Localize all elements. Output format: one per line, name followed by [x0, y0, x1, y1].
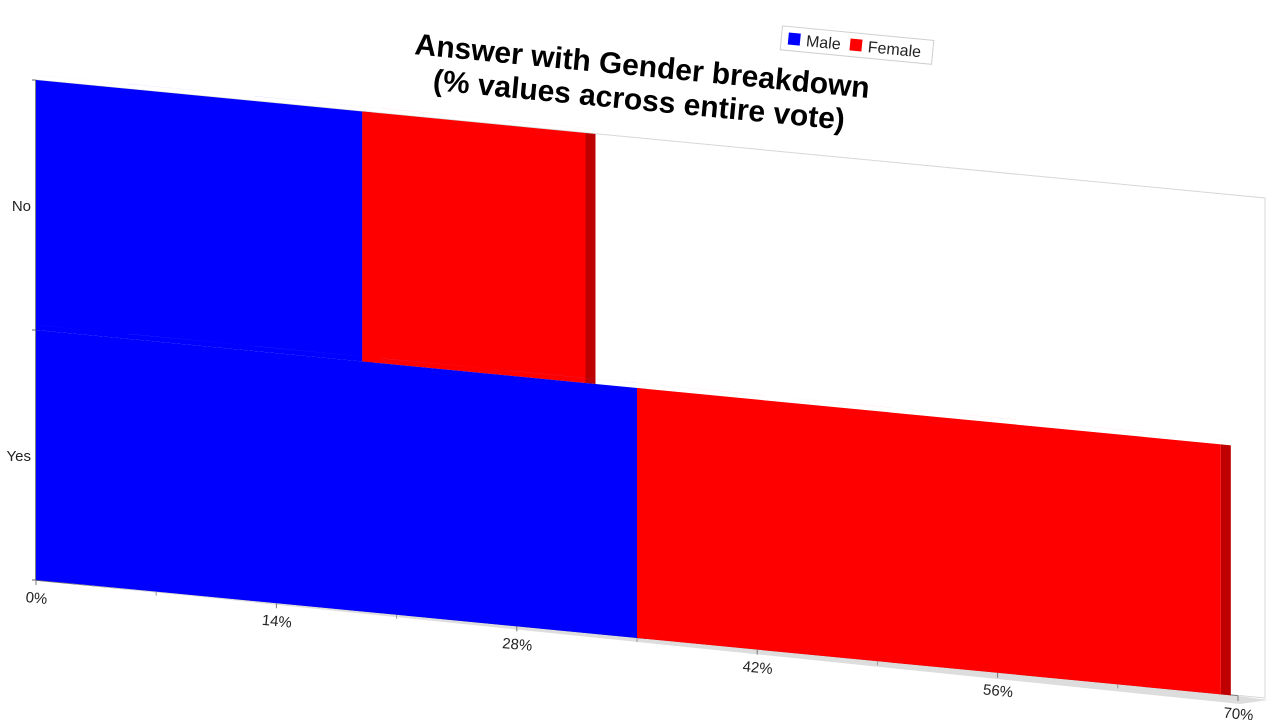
- x-tick-label-70: 70%: [1223, 705, 1255, 720]
- bar-top-yes-female: [637, 383, 1231, 441]
- bar-side-yes-female: [1220, 444, 1231, 696]
- bar-top-no-male: [36, 75, 373, 108]
- x-ticks-layer: 0% 14% 28% 42% 56% 70%: [25, 580, 1254, 720]
- floor-strip: [36, 580, 1268, 704]
- legend: Male Female: [779, 25, 935, 65]
- bars-layer: [36, 75, 1231, 696]
- category-label-yes: Yes: [7, 448, 31, 465]
- legend-label-female: Female: [867, 39, 922, 61]
- x-tick-label-0: 0%: [25, 589, 48, 608]
- bar-top-yes-male: [36, 325, 647, 384]
- x-tick-label-56: 56%: [982, 681, 1014, 701]
- legend-swatch-female: [849, 38, 863, 52]
- category-labels-layer: No Yes: [7, 79, 36, 581]
- bar-yes-female: [637, 388, 1221, 695]
- legend-swatch-male: [787, 32, 801, 46]
- bar-side-no-female: [585, 133, 596, 385]
- category-label-no: No: [12, 198, 31, 215]
- bar-no-female: [362, 111, 586, 384]
- x-tick-label-14: 14%: [261, 612, 293, 632]
- x-tick-label-28: 28%: [501, 635, 533, 655]
- legend-label-male: Male: [805, 33, 841, 53]
- bar-top-no-female: [362, 106, 596, 130]
- bar-no-male: [36, 80, 363, 362]
- x-tick-label-42: 42%: [742, 658, 774, 678]
- bar-yes-male: [36, 330, 637, 638]
